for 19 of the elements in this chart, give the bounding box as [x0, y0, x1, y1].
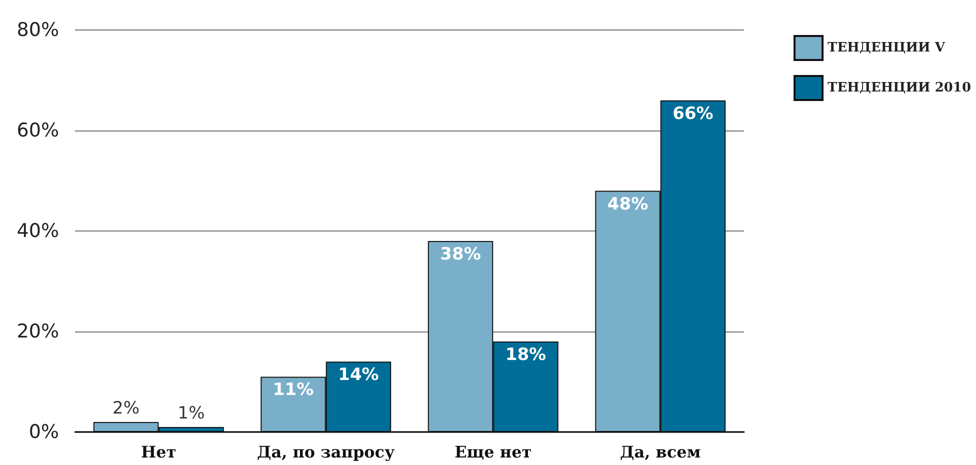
data-label: 1% [178, 403, 205, 424]
legend-label: ТЕНДЕНЦИИ 2010 [828, 80, 971, 96]
y-tick-label: 0% [28, 421, 59, 443]
legend-label: ТЕНДЕНЦИИ V [828, 40, 946, 56]
data-label: 11% [272, 380, 314, 400]
y-tick-label: 80% [16, 19, 59, 41]
x-tick-label: Да, по запросу [256, 442, 396, 462]
data-label: 38% [440, 244, 481, 265]
data-label: 14% [338, 365, 379, 386]
x-tick-label: Еще нет [454, 442, 532, 462]
data-label: 48% [607, 194, 648, 214]
data-label: 2% [112, 398, 140, 418]
y-tick-label: 20% [16, 320, 59, 342]
data-label: 66% [672, 104, 714, 124]
data-label: 18% [505, 345, 546, 366]
x-tick-label: Да, всем [620, 442, 701, 462]
y-tick-label: 60% [16, 120, 59, 142]
x-tick-label: Нет [141, 442, 176, 462]
y-tick-label: 40% [16, 220, 59, 242]
